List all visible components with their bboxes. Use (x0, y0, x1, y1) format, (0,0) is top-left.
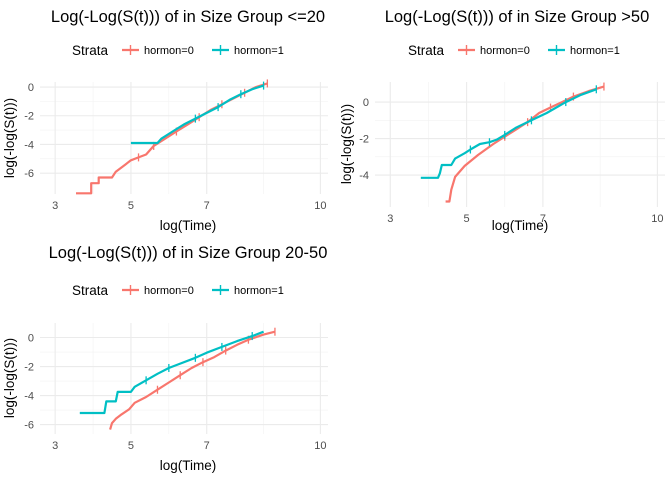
x-tick-label: 3 (52, 200, 58, 212)
y-tick-label: -2 (24, 111, 34, 123)
chart-panel-3: Log(-Log(S(t))) of in Size Group 20-50 St… (2, 244, 328, 473)
series-hormon-1 (420, 85, 597, 179)
chart-panel-1: Log(-Log(S(t))) of in Size Group <=20 Str… (2, 8, 328, 233)
y-tick-label: 0 (28, 333, 34, 345)
series-hormon-0 (109, 327, 276, 430)
x-axis-label: log(Time) (160, 218, 217, 233)
legend: Strata hormon=0 hormon=1 (72, 283, 284, 298)
x-tick-label: 5 (464, 213, 470, 225)
x-tick-label: 10 (314, 440, 326, 452)
legend: Strata hormon=0 hormon=1 (72, 43, 284, 58)
chart-title: Log(-Log(S(t))) of in Size Group 20-50 (49, 244, 328, 262)
legend-key-hormon-1 (212, 45, 229, 55)
x-tick-label: 3 (387, 213, 393, 225)
series-line (76, 82, 268, 195)
legend-title: Strata (72, 283, 109, 298)
y-axis-label: log(-log(S(t))) (2, 98, 17, 178)
legend-label: hormon=1 (570, 45, 620, 57)
y-tick-label: -4 (24, 391, 34, 403)
legend-title: Strata (72, 43, 109, 58)
grid (375, 82, 665, 207)
legend-label: hormon=1 (234, 45, 284, 57)
series-hormon-1 (130, 81, 265, 145)
x-tick-label: 3 (52, 440, 58, 452)
legend-title: Strata (408, 43, 445, 58)
legend-key-hormon-1 (548, 45, 565, 55)
x-axis-label: log(Time) (492, 218, 549, 233)
legend-label: hormon=0 (480, 45, 530, 57)
y-tick-label: -4 (24, 139, 34, 151)
x-tick-label: 5 (128, 200, 134, 212)
series-hormon-0 (445, 82, 605, 203)
legend-key-hormon-1 (212, 285, 229, 295)
y-tick-label: -4 (359, 170, 369, 182)
series-line (445, 85, 605, 203)
series-hormon-1 (79, 330, 264, 415)
x-tick-label: 10 (651, 213, 663, 225)
x-tick-label: 7 (540, 213, 546, 225)
legend-key-hormon-0 (122, 45, 139, 55)
grid (40, 82, 328, 194)
y-axis-label: log(-log(S(t))) (339, 104, 354, 184)
series-line (79, 330, 264, 415)
y-tick-label: -2 (359, 134, 369, 146)
series-line (109, 330, 276, 430)
series-line (420, 88, 597, 179)
legend-key-hormon-0 (458, 45, 475, 55)
y-tick-label: 0 (363, 97, 369, 109)
x-tick-label: 7 (204, 440, 210, 452)
x-axis-label: log(Time) (160, 458, 217, 473)
grid (40, 323, 328, 434)
chart-title: Log(-Log(S(t))) of in Size Group >50 (385, 8, 650, 26)
x-tick-label: 10 (314, 200, 326, 212)
series-line (130, 84, 264, 145)
legend-label: hormon=0 (144, 285, 194, 297)
y-tick-label: -2 (24, 362, 34, 374)
legend-label: hormon=0 (144, 45, 194, 57)
y-tick-label: 0 (28, 82, 34, 94)
chart-title: Log(-Log(S(t))) of in Size Group <=20 (51, 8, 325, 26)
x-tick-label: 5 (128, 440, 134, 452)
y-tick-label: -6 (24, 420, 34, 432)
legend: Strata hormon=0 hormon=1 (408, 43, 620, 58)
y-tick-label: -6 (24, 168, 34, 180)
series-hormon-0 (76, 79, 269, 195)
x-tick-label: 7 (204, 200, 210, 212)
legend-label: hormon=1 (234, 285, 284, 297)
y-axis-label: log(-log(S(t))) (2, 338, 17, 418)
chart-panel-2: Log(-Log(S(t))) of in Size Group >50 Stra… (339, 8, 665, 233)
legend-key-hormon-0 (122, 285, 139, 295)
